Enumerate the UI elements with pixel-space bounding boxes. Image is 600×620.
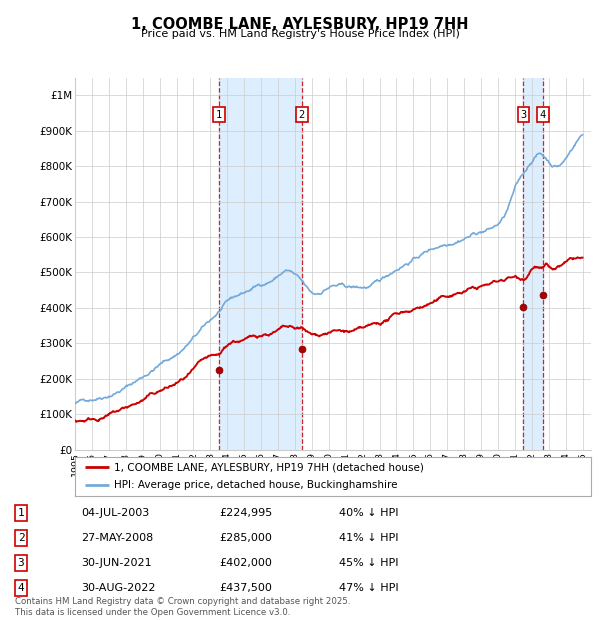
Text: 2: 2 <box>299 110 305 120</box>
Text: £437,500: £437,500 <box>219 583 272 593</box>
Text: 30-AUG-2022: 30-AUG-2022 <box>81 583 155 593</box>
Text: 3: 3 <box>17 558 25 568</box>
Text: 04-JUL-2003: 04-JUL-2003 <box>81 508 149 518</box>
Text: 41% ↓ HPI: 41% ↓ HPI <box>339 533 398 543</box>
Text: 30-JUN-2021: 30-JUN-2021 <box>81 558 152 568</box>
Text: 47% ↓ HPI: 47% ↓ HPI <box>339 583 398 593</box>
Text: 1, COOMBE LANE, AYLESBURY, HP19 7HH (detached house): 1, COOMBE LANE, AYLESBURY, HP19 7HH (det… <box>114 463 424 472</box>
Text: 27-MAY-2008: 27-MAY-2008 <box>81 533 153 543</box>
Text: 1, COOMBE LANE, AYLESBURY, HP19 7HH: 1, COOMBE LANE, AYLESBURY, HP19 7HH <box>131 17 469 32</box>
Text: £224,995: £224,995 <box>219 508 272 518</box>
Text: 1: 1 <box>216 110 222 120</box>
Text: £402,000: £402,000 <box>219 558 272 568</box>
Text: 1: 1 <box>17 508 25 518</box>
Text: 45% ↓ HPI: 45% ↓ HPI <box>339 558 398 568</box>
Text: Price paid vs. HM Land Registry's House Price Index (HPI): Price paid vs. HM Land Registry's House … <box>140 29 460 39</box>
Bar <box>523 78 543 450</box>
Text: Contains HM Land Registry data © Crown copyright and database right 2025.
This d: Contains HM Land Registry data © Crown c… <box>15 598 350 617</box>
Text: 4: 4 <box>540 110 546 120</box>
Text: 4: 4 <box>17 583 25 593</box>
Text: 3: 3 <box>520 110 526 120</box>
Text: £285,000: £285,000 <box>219 533 272 543</box>
Bar <box>219 78 302 450</box>
Text: 40% ↓ HPI: 40% ↓ HPI <box>339 508 398 518</box>
Text: 2: 2 <box>17 533 25 543</box>
Text: HPI: Average price, detached house, Buckinghamshire: HPI: Average price, detached house, Buck… <box>114 480 397 490</box>
